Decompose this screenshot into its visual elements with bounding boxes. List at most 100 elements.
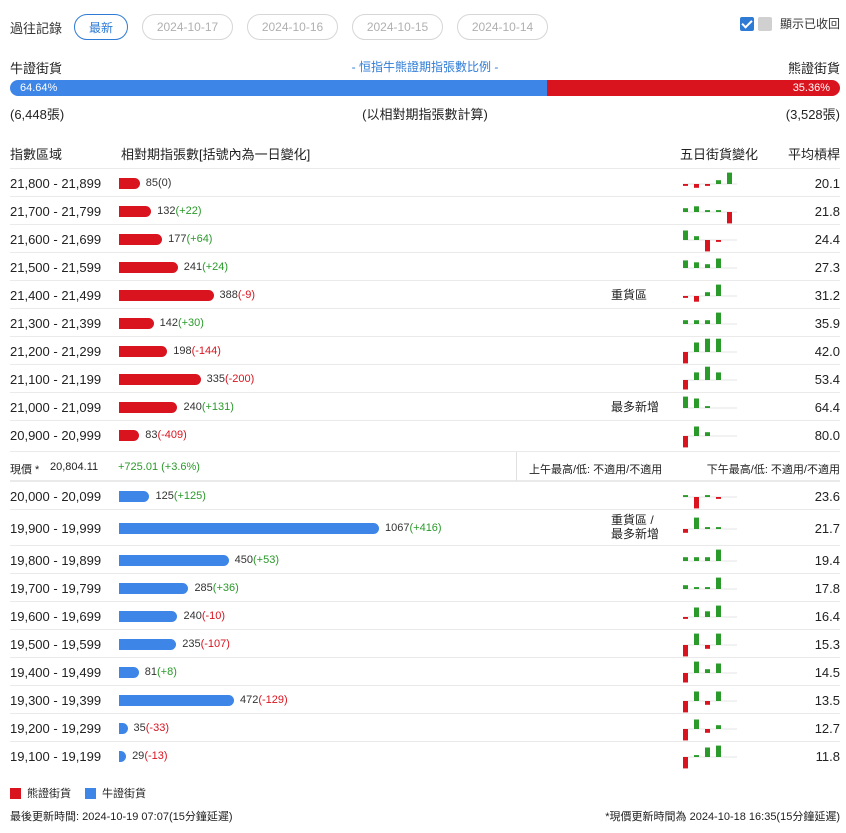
index-range: 21,500 - 21,599 [10,260,102,275]
contracts-count: 35 [133,722,146,734]
spot-price-row: 現價 * 20,804.11 +725.01 (+3.6%) 上午最高/低: 不… [10,451,840,482]
daily-change: (+22) [175,205,202,217]
sparkline-bar [705,338,710,352]
checkbox-checked-icon[interactable] [739,16,754,31]
spot-divider [516,452,517,482]
contracts-count: 177 [168,233,187,245]
daily-change: (-10) [201,610,226,622]
table-row: 21,700 - 21,799 132(+22) 21.8 [10,196,840,224]
table-row: 20,000 - 20,099 125(+125) 23.6 [10,481,840,509]
avg-leverage: 23.6 [814,489,840,504]
sparkline-bar [705,611,710,617]
sparkline-bar [694,320,699,324]
history-bar: 過往記錄 最新 2024-10-17 2024-10-16 2024-10-15… [10,12,840,42]
daily-change: (0) [157,177,172,189]
sparkline-bar [694,296,699,302]
contracts-value: 388(-9) [220,289,255,301]
sparkline-bar [683,396,688,408]
bear-contracts-bar [119,374,201,385]
zone-tag: 最多新增 [611,400,659,414]
avg-leverage: 80.0 [814,428,840,443]
tab-2024-10-15[interactable]: 2024-10-15 [352,14,444,40]
sparkline-bar [727,212,732,224]
table-row: 19,900 - 19,999 1067(+416) 重貨區 / 最多新增 21.7 [10,509,840,545]
avg-leverage: 35.9 [814,316,840,331]
sparkline-bar [683,529,688,533]
tab-latest[interactable]: 最新 [74,14,129,40]
sparkline-bar [694,372,699,380]
checkbox-unchecked-icon[interactable] [757,16,772,31]
contracts-count: 81 [144,666,157,678]
spot-update-time: *現價更新時間為 2024-10-18 16:35(15分鐘延遲) [605,811,840,823]
index-range: 19,600 - 19,699 [10,609,102,624]
avg-leverage: 13.5 [814,693,840,708]
sparkline-bar [683,495,688,497]
index-range: 19,500 - 19,599 [10,637,102,652]
table-row: 19,100 - 19,199 29(-13) 11.8 [10,741,840,769]
sparkline-bar [683,673,688,683]
bull-contracts-bar [119,667,139,678]
show-recalled-toggle[interactable]: 顯示已收回 [739,15,840,32]
sparkline-bar [683,352,688,364]
daily-change: (+416) [409,522,442,534]
five-day-sparkline [683,206,737,224]
avg-leverage: 19.4 [814,553,840,568]
sparkline-bar [694,607,699,617]
five-day-sparkline [683,366,737,390]
contracts-value: 472(-129) [240,694,288,706]
bull-contracts-bar [119,723,128,734]
legend-bear-label: 熊證街貨 [27,788,71,800]
five-day-sparkline [683,661,737,683]
index-range: 19,800 - 19,899 [10,553,102,568]
contracts-count: 132 [157,205,176,217]
avg-leverage: 42.0 [814,344,840,359]
daily-change: (-9) [237,289,255,301]
am-high-low: 上午最高/低: 不適用/不適用 [529,464,663,476]
avg-leverage: 53.4 [814,372,840,387]
sparkline-bar [683,585,688,589]
table-row: 21,800 - 21,899 85(0) 20.1 [10,168,840,196]
contracts-count: 285 [194,582,213,594]
sparkline-bar [716,284,721,296]
avg-leverage: 20.1 [814,176,840,191]
col-five-day-header: 五日街貨變化 [680,147,759,162]
sparkline-bar [716,240,721,242]
ratio-footer: (6,448張) (以相對期指張數計算) (3,528張) [10,104,840,122]
sparkline-bar [705,557,710,561]
five-day-sparkline [683,745,737,769]
contracts-count: 198 [173,345,192,357]
sparkline-bar [716,663,721,673]
avg-leverage: 31.2 [814,288,840,303]
tab-2024-10-16[interactable]: 2024-10-16 [247,14,339,40]
sparkline-bar [694,661,699,673]
tab-2024-10-14[interactable]: 2024-10-14 [457,14,549,40]
sparkline-bar [705,292,710,296]
sparkline-bar [705,729,710,733]
show-recalled-label: 顯示已收回 [779,17,840,31]
five-day-sparkline [683,605,737,619]
ratio-header: 牛證街貨 - 恒指牛熊證期指張數比例 - 熊證街貨 [10,58,840,76]
contracts-count: 85 [145,177,158,189]
contracts-value: 240(+131) [183,401,233,413]
contracts-value: 83(-409) [145,429,187,441]
daily-change: (+125) [173,490,206,502]
legend: 熊證街貨 牛證街貨 [10,785,146,801]
tab-2024-10-17[interactable]: 2024-10-17 [142,14,234,40]
sparkline-bar [705,406,710,408]
index-range: 21,800 - 21,899 [10,176,102,191]
contracts-value: 235(-107) [182,638,230,650]
five-day-sparkline [683,312,737,325]
daily-change: (+64) [186,233,213,245]
table-row: 21,400 - 21,499 388(-9) 重貨區 31.2 [10,280,840,308]
sparkline-bar [694,262,699,268]
table-row: 21,200 - 21,299 198(-144) 42.0 [10,336,840,364]
sparkline-bar [705,701,710,705]
sparkline-bar [683,184,688,186]
bull-outstanding-label: 牛證街貨 [10,61,63,76]
contracts-count: 240 [183,610,202,622]
index-range: 19,400 - 19,499 [10,665,102,680]
sparkline-bar [716,605,721,617]
zone-tag: 重貨區 / 最多新增 [611,513,659,541]
sparkline-bar [683,645,688,657]
five-day-sparkline [683,230,737,252]
